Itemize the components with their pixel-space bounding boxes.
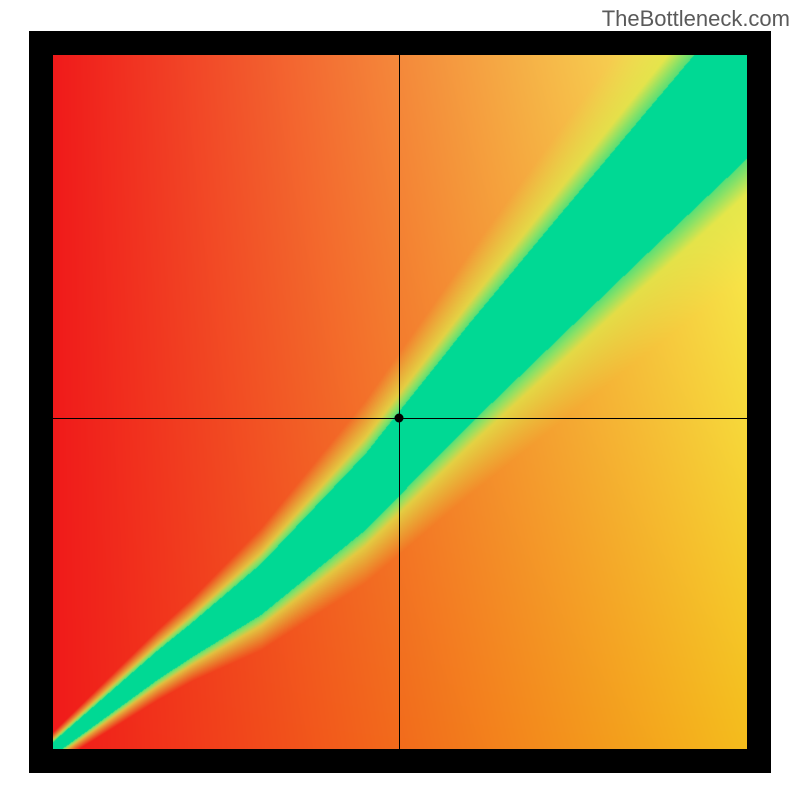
- watermark-text: TheBottleneck.com: [602, 6, 790, 32]
- plot-border: [29, 31, 771, 773]
- plot-area: [53, 55, 747, 749]
- heatmap-canvas: [53, 55, 747, 749]
- crosshair-vertical: [399, 55, 400, 749]
- crosshair-marker: [394, 413, 403, 422]
